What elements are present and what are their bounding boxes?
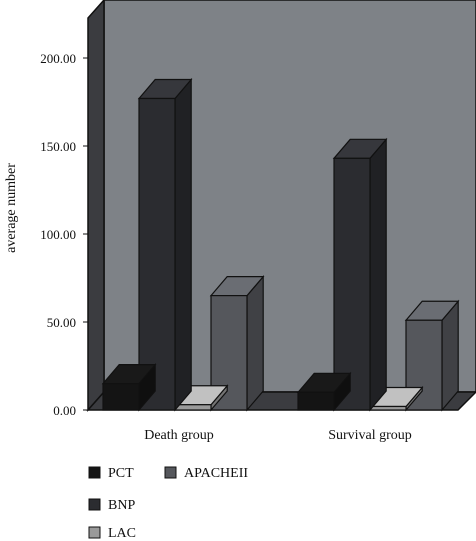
bar-pct-survival — [296, 371, 352, 412]
legend-item-bnp: BNP — [88, 498, 135, 513]
y-tick-label: 200.00 — [40, 51, 76, 66]
bar-apacheii-death — [209, 274, 265, 412]
legend: PCT BNP LAC APACHEII — [88, 466, 248, 541]
bar-side — [246, 274, 264, 412]
bar-front — [102, 383, 140, 411]
bar-front — [210, 295, 248, 411]
legend-swatch — [88, 498, 101, 511]
y-axis: 0.00 50.00 100.00 150.00 200.00 — [40, 18, 89, 418]
side-wall — [87, 0, 105, 412]
bar-pct-death — [101, 362, 157, 412]
bars — [101, 77, 460, 412]
legend-label: APACHEII — [184, 466, 248, 481]
bar-bnp-death — [137, 77, 193, 412]
legend-label: PCT — [108, 466, 134, 481]
bar-side — [369, 137, 387, 412]
x-axis: Death group Survival group — [88, 409, 458, 443]
y-tick-label: 150.00 — [40, 139, 76, 154]
x-category-label: Survival group — [328, 428, 412, 443]
y-axis-title: average number — [4, 163, 19, 253]
legend-swatch — [88, 466, 101, 479]
bar-front — [297, 391, 335, 411]
legend-swatch — [88, 526, 101, 539]
bar-front — [138, 97, 176, 411]
bar-bnp-survival — [332, 137, 388, 412]
y-tick-label: 100.00 — [40, 227, 76, 242]
legend-item-apacheii: APACHEII — [164, 466, 248, 481]
bar-front — [174, 404, 212, 411]
legend-label: BNP — [108, 498, 135, 513]
legend-swatch — [164, 466, 177, 479]
legend-label: LAC — [108, 526, 136, 541]
y-tick-label: 0.00 — [53, 403, 76, 418]
bar-side — [174, 77, 192, 412]
y-tick-label: 50.00 — [47, 315, 76, 330]
bar-front — [369, 405, 407, 411]
legend-item-lac: LAC — [88, 526, 136, 541]
x-category-label: Death group — [144, 428, 214, 443]
legend-item-pct: PCT — [88, 466, 134, 481]
bar-front — [333, 157, 371, 411]
